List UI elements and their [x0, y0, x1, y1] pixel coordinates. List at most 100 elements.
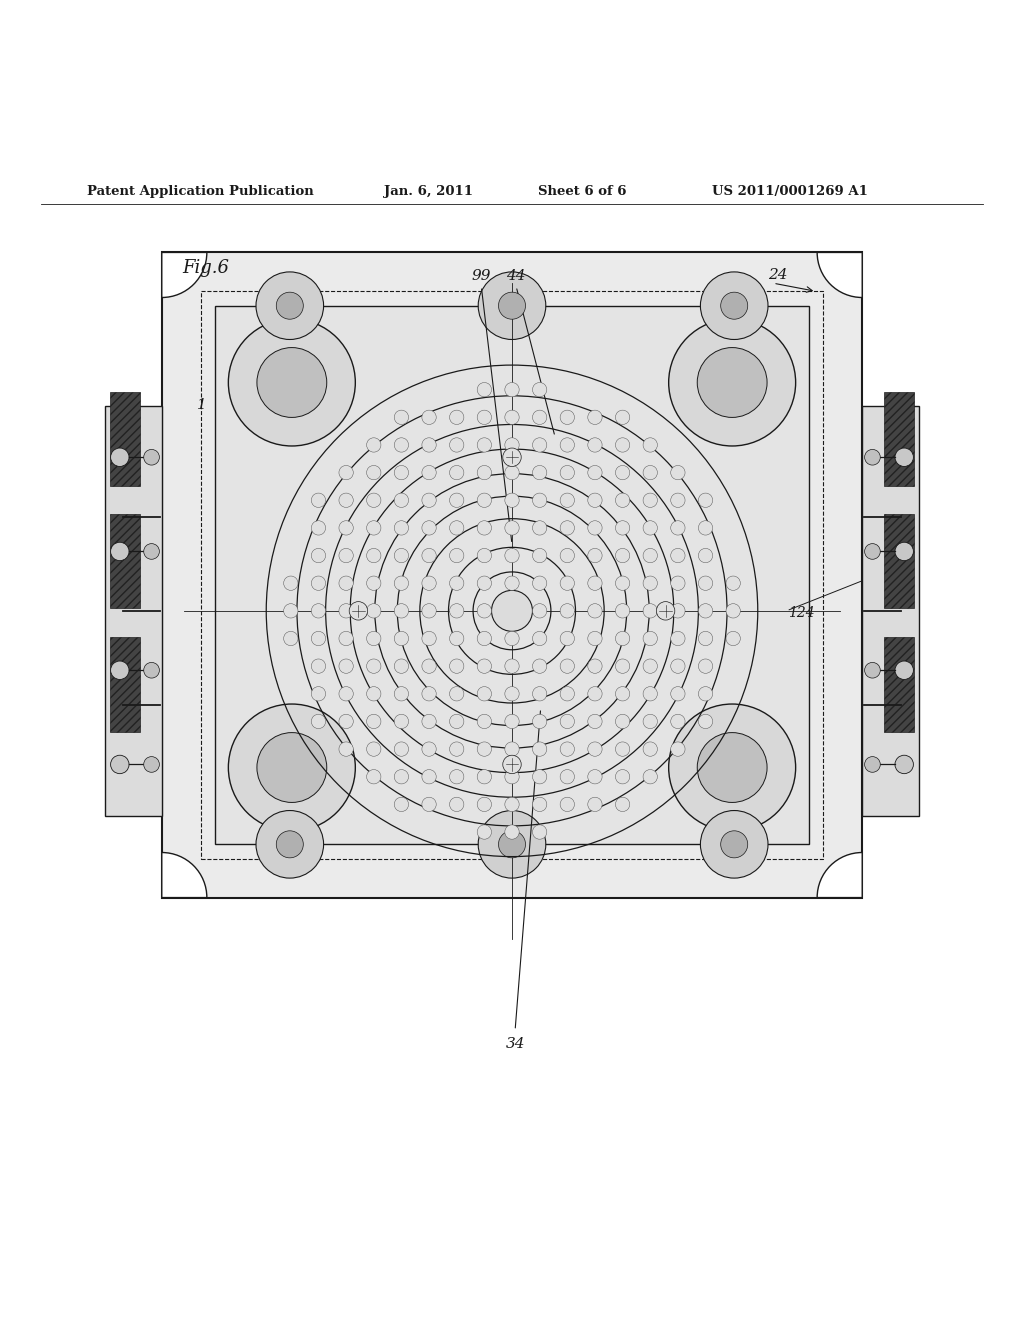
Circle shape — [478, 810, 546, 878]
Circle shape — [615, 659, 630, 673]
Circle shape — [643, 438, 657, 453]
Circle shape — [615, 770, 630, 784]
Circle shape — [588, 466, 602, 479]
Circle shape — [505, 494, 519, 507]
Circle shape — [143, 756, 160, 772]
Circle shape — [450, 742, 464, 756]
Circle shape — [505, 576, 519, 590]
Circle shape — [560, 548, 574, 562]
Circle shape — [422, 631, 436, 645]
Circle shape — [895, 447, 913, 466]
Text: Jan. 6, 2011: Jan. 6, 2011 — [384, 185, 473, 198]
Circle shape — [505, 383, 519, 397]
Circle shape — [588, 714, 602, 729]
Circle shape — [726, 631, 740, 645]
Circle shape — [532, 438, 547, 453]
Circle shape — [505, 825, 519, 840]
Circle shape — [477, 548, 492, 562]
Circle shape — [394, 520, 409, 535]
Circle shape — [477, 825, 492, 840]
Circle shape — [505, 686, 519, 701]
Bar — [110, 638, 140, 731]
Circle shape — [721, 830, 748, 858]
Circle shape — [643, 686, 657, 701]
Circle shape — [228, 319, 355, 446]
Bar — [884, 638, 914, 731]
Circle shape — [560, 411, 574, 425]
Circle shape — [394, 548, 409, 562]
Circle shape — [669, 319, 796, 446]
Circle shape — [671, 466, 685, 479]
Circle shape — [588, 438, 602, 453]
Circle shape — [311, 520, 326, 535]
Circle shape — [560, 466, 574, 479]
Circle shape — [588, 576, 602, 590]
Circle shape — [492, 590, 532, 631]
Text: 44: 44 — [506, 269, 526, 284]
Circle shape — [532, 494, 547, 507]
Circle shape — [560, 659, 574, 673]
Wedge shape — [162, 252, 207, 297]
Circle shape — [422, 742, 436, 756]
Circle shape — [422, 714, 436, 729]
Circle shape — [450, 494, 464, 507]
Circle shape — [560, 742, 574, 756]
Circle shape — [422, 548, 436, 562]
Circle shape — [698, 686, 713, 701]
Circle shape — [256, 810, 324, 878]
Circle shape — [311, 576, 326, 590]
Circle shape — [588, 411, 602, 425]
Circle shape — [339, 714, 353, 729]
Circle shape — [532, 631, 547, 645]
Circle shape — [671, 686, 685, 701]
Circle shape — [284, 603, 298, 618]
Circle shape — [477, 770, 492, 784]
Circle shape — [671, 603, 685, 618]
Circle shape — [394, 742, 409, 756]
Circle shape — [671, 714, 685, 729]
Circle shape — [698, 576, 713, 590]
Circle shape — [367, 576, 381, 590]
Circle shape — [721, 292, 748, 319]
Circle shape — [588, 603, 602, 618]
Circle shape — [394, 797, 409, 812]
Circle shape — [477, 520, 492, 535]
Circle shape — [560, 686, 574, 701]
Circle shape — [560, 631, 574, 645]
Circle shape — [478, 272, 546, 339]
Circle shape — [532, 383, 547, 397]
Circle shape — [422, 411, 436, 425]
Circle shape — [700, 810, 768, 878]
Circle shape — [698, 659, 713, 673]
Circle shape — [864, 663, 881, 678]
Circle shape — [256, 272, 324, 339]
Circle shape — [656, 602, 675, 620]
Circle shape — [643, 714, 657, 729]
Text: 99: 99 — [471, 269, 492, 284]
Circle shape — [477, 659, 492, 673]
Circle shape — [422, 686, 436, 701]
Circle shape — [615, 466, 630, 479]
Circle shape — [588, 548, 602, 562]
Circle shape — [532, 603, 547, 618]
Circle shape — [671, 520, 685, 535]
Circle shape — [450, 466, 464, 479]
Bar — [162, 252, 862, 898]
Circle shape — [394, 631, 409, 645]
Circle shape — [450, 797, 464, 812]
Circle shape — [339, 520, 353, 535]
Circle shape — [560, 797, 574, 812]
Circle shape — [505, 411, 519, 425]
Circle shape — [588, 631, 602, 645]
Bar — [105, 407, 162, 816]
Circle shape — [588, 520, 602, 535]
Circle shape — [143, 663, 160, 678]
Circle shape — [228, 704, 355, 832]
Circle shape — [532, 825, 547, 840]
Circle shape — [505, 631, 519, 645]
Circle shape — [505, 520, 519, 535]
Circle shape — [532, 520, 547, 535]
Circle shape — [532, 411, 547, 425]
Circle shape — [450, 548, 464, 562]
Circle shape — [367, 714, 381, 729]
